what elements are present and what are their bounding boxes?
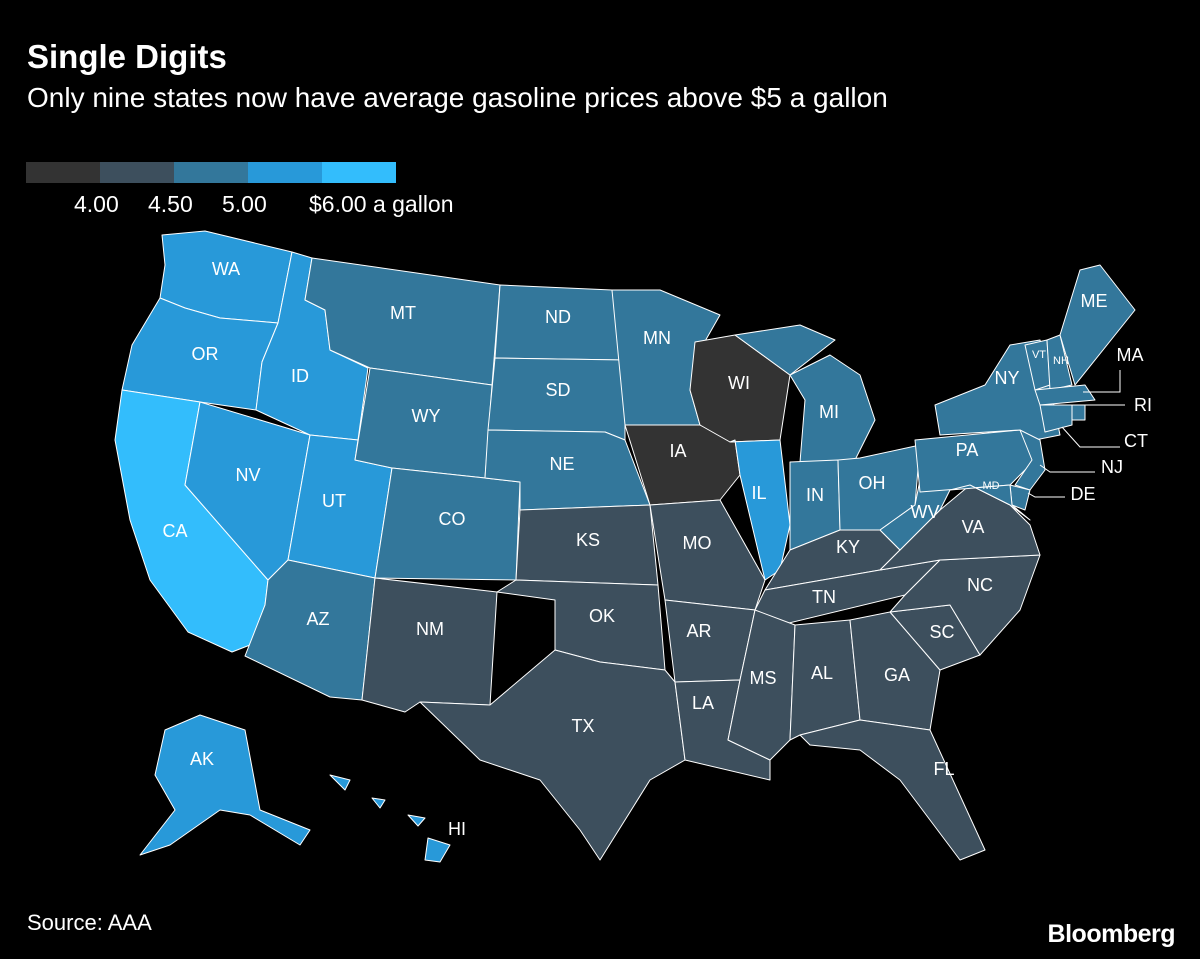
state-ar — [664, 599, 756, 683]
state-label-de: DE — [1070, 484, 1095, 504]
state-label-ms: MS — [750, 668, 777, 688]
state-label-il: IL — [751, 483, 766, 503]
leader-line-ma — [1083, 370, 1121, 393]
state-label-tn: TN — [812, 587, 836, 607]
state-label-wy: WY — [412, 406, 441, 426]
state-label-ca: CA — [162, 521, 187, 541]
state-label-ct: CT — [1124, 431, 1148, 451]
state-tx — [419, 649, 686, 861]
state-il — [729, 439, 791, 581]
state-md — [949, 484, 1031, 521]
state-label-mt: MT — [390, 303, 416, 323]
legend-label-4: $6.00 a gallon — [309, 191, 454, 217]
state-label-tx: TX — [571, 716, 594, 736]
state-label-wa: WA — [212, 259, 240, 279]
state-label-ok: OK — [589, 606, 615, 626]
legend-color-bar — [26, 162, 396, 183]
state-label-ut: UT — [322, 491, 346, 511]
state-label-nj: NJ — [1101, 457, 1123, 477]
state-pa — [914, 429, 1036, 493]
state-label-mn: MN — [643, 328, 671, 348]
state-label-ia: IA — [669, 441, 686, 461]
state-label-nh: NH — [1053, 355, 1069, 367]
state-label-ar: AR — [686, 621, 711, 641]
state-ma — [1034, 384, 1096, 406]
map-subtitle: Only nine states now have average gasoli… — [27, 82, 888, 113]
legend-swatch-5 — [322, 162, 396, 183]
state-ri — [1071, 404, 1086, 421]
legend-swatch-2 — [100, 162, 174, 183]
source-note: Source: AAA — [27, 910, 152, 935]
state-label-ky: KY — [836, 537, 860, 557]
state-ak — [139, 714, 311, 856]
state-ga — [849, 611, 941, 731]
bloomberg-logo: Bloomberg — [1047, 920, 1176, 948]
leader-line-nj — [1039, 464, 1095, 473]
state-label-co: CO — [439, 509, 466, 529]
state-label-wi: WI — [728, 373, 750, 393]
state-nm — [361, 577, 498, 713]
state-label-ri: RI — [1134, 395, 1152, 415]
legend-label-2: 4.50 — [148, 191, 193, 217]
state-label-mi: MI — [819, 402, 839, 422]
state-label-hi: HI — [448, 819, 466, 839]
leader-line-de — [1027, 492, 1065, 498]
legend-label-1: 4.00 — [74, 191, 119, 217]
state-label-mo: MO — [683, 533, 712, 553]
state-fl — [799, 719, 986, 861]
state-label-vt: VT — [1032, 349, 1046, 361]
legend-label-3: 5.00 — [222, 191, 267, 217]
state-me — [1059, 264, 1136, 386]
state-label-md: MD — [982, 480, 999, 492]
state-nh — [1046, 334, 1073, 391]
state-label-in: IN — [806, 485, 824, 505]
state-label-id: ID — [291, 366, 309, 386]
state-label-fl: FL — [933, 759, 954, 779]
state-label-va: VA — [962, 517, 985, 537]
state-label-al: AL — [811, 663, 833, 683]
state-mo — [649, 499, 766, 611]
map-title: Single Digits — [27, 38, 227, 75]
state-hi — [329, 774, 451, 863]
state-label-az: AZ — [306, 609, 329, 629]
state-label-ma: MA — [1117, 345, 1144, 365]
state-label-ks: KS — [576, 530, 600, 550]
legend-swatch-4 — [248, 162, 322, 183]
state-label-or: OR — [192, 344, 219, 364]
state-label-la: LA — [692, 693, 714, 713]
state-label-ny: NY — [994, 368, 1019, 388]
state-label-wv: WV — [911, 502, 940, 522]
leader-line-ct — [1061, 426, 1120, 448]
state-label-oh: OH — [859, 473, 886, 493]
state-label-nv: NV — [235, 465, 260, 485]
state-label-nm: NM — [416, 619, 444, 639]
state-label-sc: SC — [929, 622, 954, 642]
state-label-nc: NC — [967, 575, 993, 595]
legend-swatch-1 — [26, 162, 100, 183]
state-label-nd: ND — [545, 307, 571, 327]
state-label-ga: GA — [884, 665, 910, 685]
state-label-pa: PA — [956, 440, 979, 460]
state-label-me: ME — [1081, 291, 1108, 311]
state-label-ak: AK — [190, 749, 214, 769]
leader-lines — [1027, 370, 1125, 498]
state-ct — [1039, 404, 1073, 433]
state-mi — [734, 324, 876, 463]
state-co — [374, 467, 521, 581]
state-label-ne: NE — [549, 454, 574, 474]
legend-swatch-3 — [174, 162, 248, 183]
state-label-sd: SD — [545, 380, 570, 400]
